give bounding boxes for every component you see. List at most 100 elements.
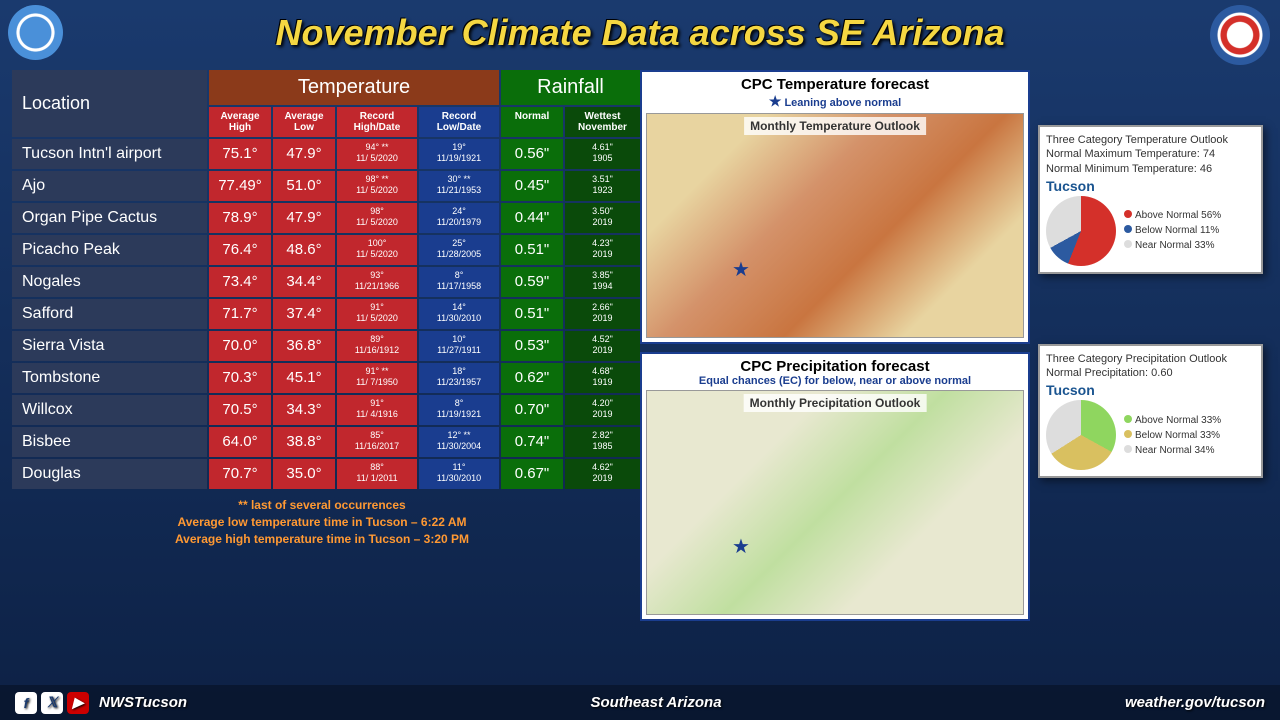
subheader-avg-low: Average Low	[273, 107, 335, 137]
legend-dot-icon	[1124, 430, 1132, 438]
cell-avg-low: 51.0°	[273, 171, 335, 201]
cell-rec-high: 91°11/ 4/1916	[337, 395, 417, 425]
cell-normal: 0.62"	[501, 363, 563, 393]
pie-location: Tucson	[1046, 178, 1255, 194]
cell-wettest: 4.20"2019	[565, 395, 640, 425]
table-row-location: Douglas	[12, 459, 207, 489]
facebook-icon[interactable]: f	[15, 692, 37, 714]
subheader-normal: Normal	[501, 107, 563, 137]
cell-normal: 0.59"	[501, 267, 563, 297]
cell-rec-low: 8°11/17/1958	[419, 267, 499, 297]
cell-wettest: 2.66"2019	[565, 299, 640, 329]
cell-avg-low: 34.3°	[273, 395, 335, 425]
precip-pie-chart	[1046, 400, 1116, 470]
cell-wettest: 3.50"2019	[565, 203, 640, 233]
temp-pie-card: Three Category Temperature Outlook Norma…	[1038, 125, 1263, 274]
cell-avg-high: 73.4°	[209, 267, 271, 297]
cell-wettest: 2.82"1985	[565, 427, 640, 457]
precip-forecast-card: CPC Precipitation forecast Equal chances…	[640, 352, 1030, 621]
cell-avg-high: 75.1°	[209, 139, 271, 169]
cell-rec-low: 25°11/28/2005	[419, 235, 499, 265]
social-links: f 𝕏 ▶ NWSTucson	[15, 692, 187, 714]
cell-avg-high: 70.7°	[209, 459, 271, 489]
cell-wettest: 3.51"1923	[565, 171, 640, 201]
cell-wettest: 4.68"1919	[565, 363, 640, 393]
cell-avg-high: 70.0°	[209, 331, 271, 361]
cell-avg-high: 64.0°	[209, 427, 271, 457]
cell-normal: 0.67"	[501, 459, 563, 489]
precip-forecast-title: CPC Precipitation forecast	[646, 358, 1024, 375]
legend-dot-icon	[1124, 445, 1132, 453]
table-row-location: Willcox	[12, 395, 207, 425]
header-temperature: Temperature	[209, 70, 499, 105]
cell-rec-high: 91° **11/ 7/1950	[337, 363, 417, 393]
footnote-line: ** last of several occurrences	[12, 497, 632, 514]
pie-location: Tucson	[1046, 382, 1255, 398]
cell-rec-high: 100°11/ 5/2020	[337, 235, 417, 265]
legend-dot-icon	[1124, 210, 1132, 218]
temp-forecast-title: CPC Temperature forecast	[646, 76, 1024, 93]
page-title: November Climate Data across SE Arizona	[0, 12, 1280, 54]
header: November Climate Data across SE Arizona	[0, 0, 1280, 65]
cell-wettest: 4.23"2019	[565, 235, 640, 265]
table-row-location: Nogales	[12, 267, 207, 297]
cell-wettest: 3.85"1994	[565, 267, 640, 297]
header-location: Location	[12, 70, 207, 137]
temp-forecast-card: CPC Temperature forecast ★ Leaning above…	[640, 70, 1030, 344]
star-icon: ★	[769, 93, 782, 109]
cell-avg-low: 47.9°	[273, 139, 335, 169]
cell-normal: 0.74"	[501, 427, 563, 457]
cell-rec-low: 10°11/27/1911	[419, 331, 499, 361]
footnote: ** last of several occurrences Average l…	[12, 497, 632, 547]
map-title: Monthly Precipitation Outlook	[744, 394, 927, 412]
cell-rec-low: 12° **11/30/2004	[419, 427, 499, 457]
pie-legend: Above Normal 33% Below Normal 33% Near N…	[1124, 413, 1221, 458]
temp-outlook-map: Monthly Temperature Outlook ★	[646, 113, 1024, 338]
footer: f 𝕏 ▶ NWSTucson Southeast Arizona weathe…	[0, 685, 1280, 720]
cell-rec-high: 91°11/ 5/2020	[337, 299, 417, 329]
pie-heading: Three Category Temperature Outlook Norma…	[1046, 133, 1255, 176]
map-star-icon: ★	[732, 534, 750, 559]
climate-table: Location Temperature Rainfall Average Hi…	[12, 70, 632, 655]
table-row-location: Ajo	[12, 171, 207, 201]
cell-avg-high: 78.9°	[209, 203, 271, 233]
cell-rec-high: 94° **11/ 5/2020	[337, 139, 417, 169]
table-row-location: Tucson Intn'l airport	[12, 139, 207, 169]
cell-rec-high: 89°11/16/1912	[337, 331, 417, 361]
cell-rec-high: 88°11/ 1/2011	[337, 459, 417, 489]
table-row-location: Sierra Vista	[12, 331, 207, 361]
cell-rec-low: 30° **11/21/1953	[419, 171, 499, 201]
cell-avg-low: 45.1°	[273, 363, 335, 393]
table-row-location: Organ Pipe Cactus	[12, 203, 207, 233]
cell-rec-low: 18°11/23/1957	[419, 363, 499, 393]
cell-rec-high: 98° **11/ 5/2020	[337, 171, 417, 201]
cell-normal: 0.44"	[501, 203, 563, 233]
subheader-rec-high: Record High/Date	[337, 107, 417, 137]
cell-avg-low: 47.9°	[273, 203, 335, 233]
map-title: Monthly Temperature Outlook	[744, 117, 926, 135]
cell-avg-high: 70.5°	[209, 395, 271, 425]
cell-wettest: 4.62"2019	[565, 459, 640, 489]
precip-forecast-sub: Equal chances (EC) for below, near or ab…	[646, 375, 1024, 387]
precip-outlook-map: Monthly Precipitation Outlook ★	[646, 390, 1024, 615]
youtube-icon[interactable]: ▶	[67, 692, 89, 714]
cell-avg-low: 48.6°	[273, 235, 335, 265]
temp-pie-chart	[1046, 196, 1116, 266]
cell-rec-low: 8°11/19/1921	[419, 395, 499, 425]
twitter-icon[interactable]: 𝕏	[41, 692, 63, 714]
footnote-line: Average low temperature time in Tucson –…	[12, 514, 632, 531]
cell-avg-high: 76.4°	[209, 235, 271, 265]
legend-dot-icon	[1124, 415, 1132, 423]
cell-normal: 0.70"	[501, 395, 563, 425]
table-row-location: Bisbee	[12, 427, 207, 457]
table-row-location: Safford	[12, 299, 207, 329]
cell-normal: 0.53"	[501, 331, 563, 361]
cell-rec-low: 14°11/30/2010	[419, 299, 499, 329]
footer-url[interactable]: weather.gov/tucson	[1125, 694, 1265, 711]
cell-avg-low: 34.4°	[273, 267, 335, 297]
cell-avg-high: 71.7°	[209, 299, 271, 329]
cell-avg-low: 37.4°	[273, 299, 335, 329]
subheader-avg-high: Average High	[209, 107, 271, 137]
pie-legend: Above Normal 56% Below Normal 11% Near N…	[1124, 208, 1221, 253]
noaa-logo-icon	[8, 5, 63, 60]
